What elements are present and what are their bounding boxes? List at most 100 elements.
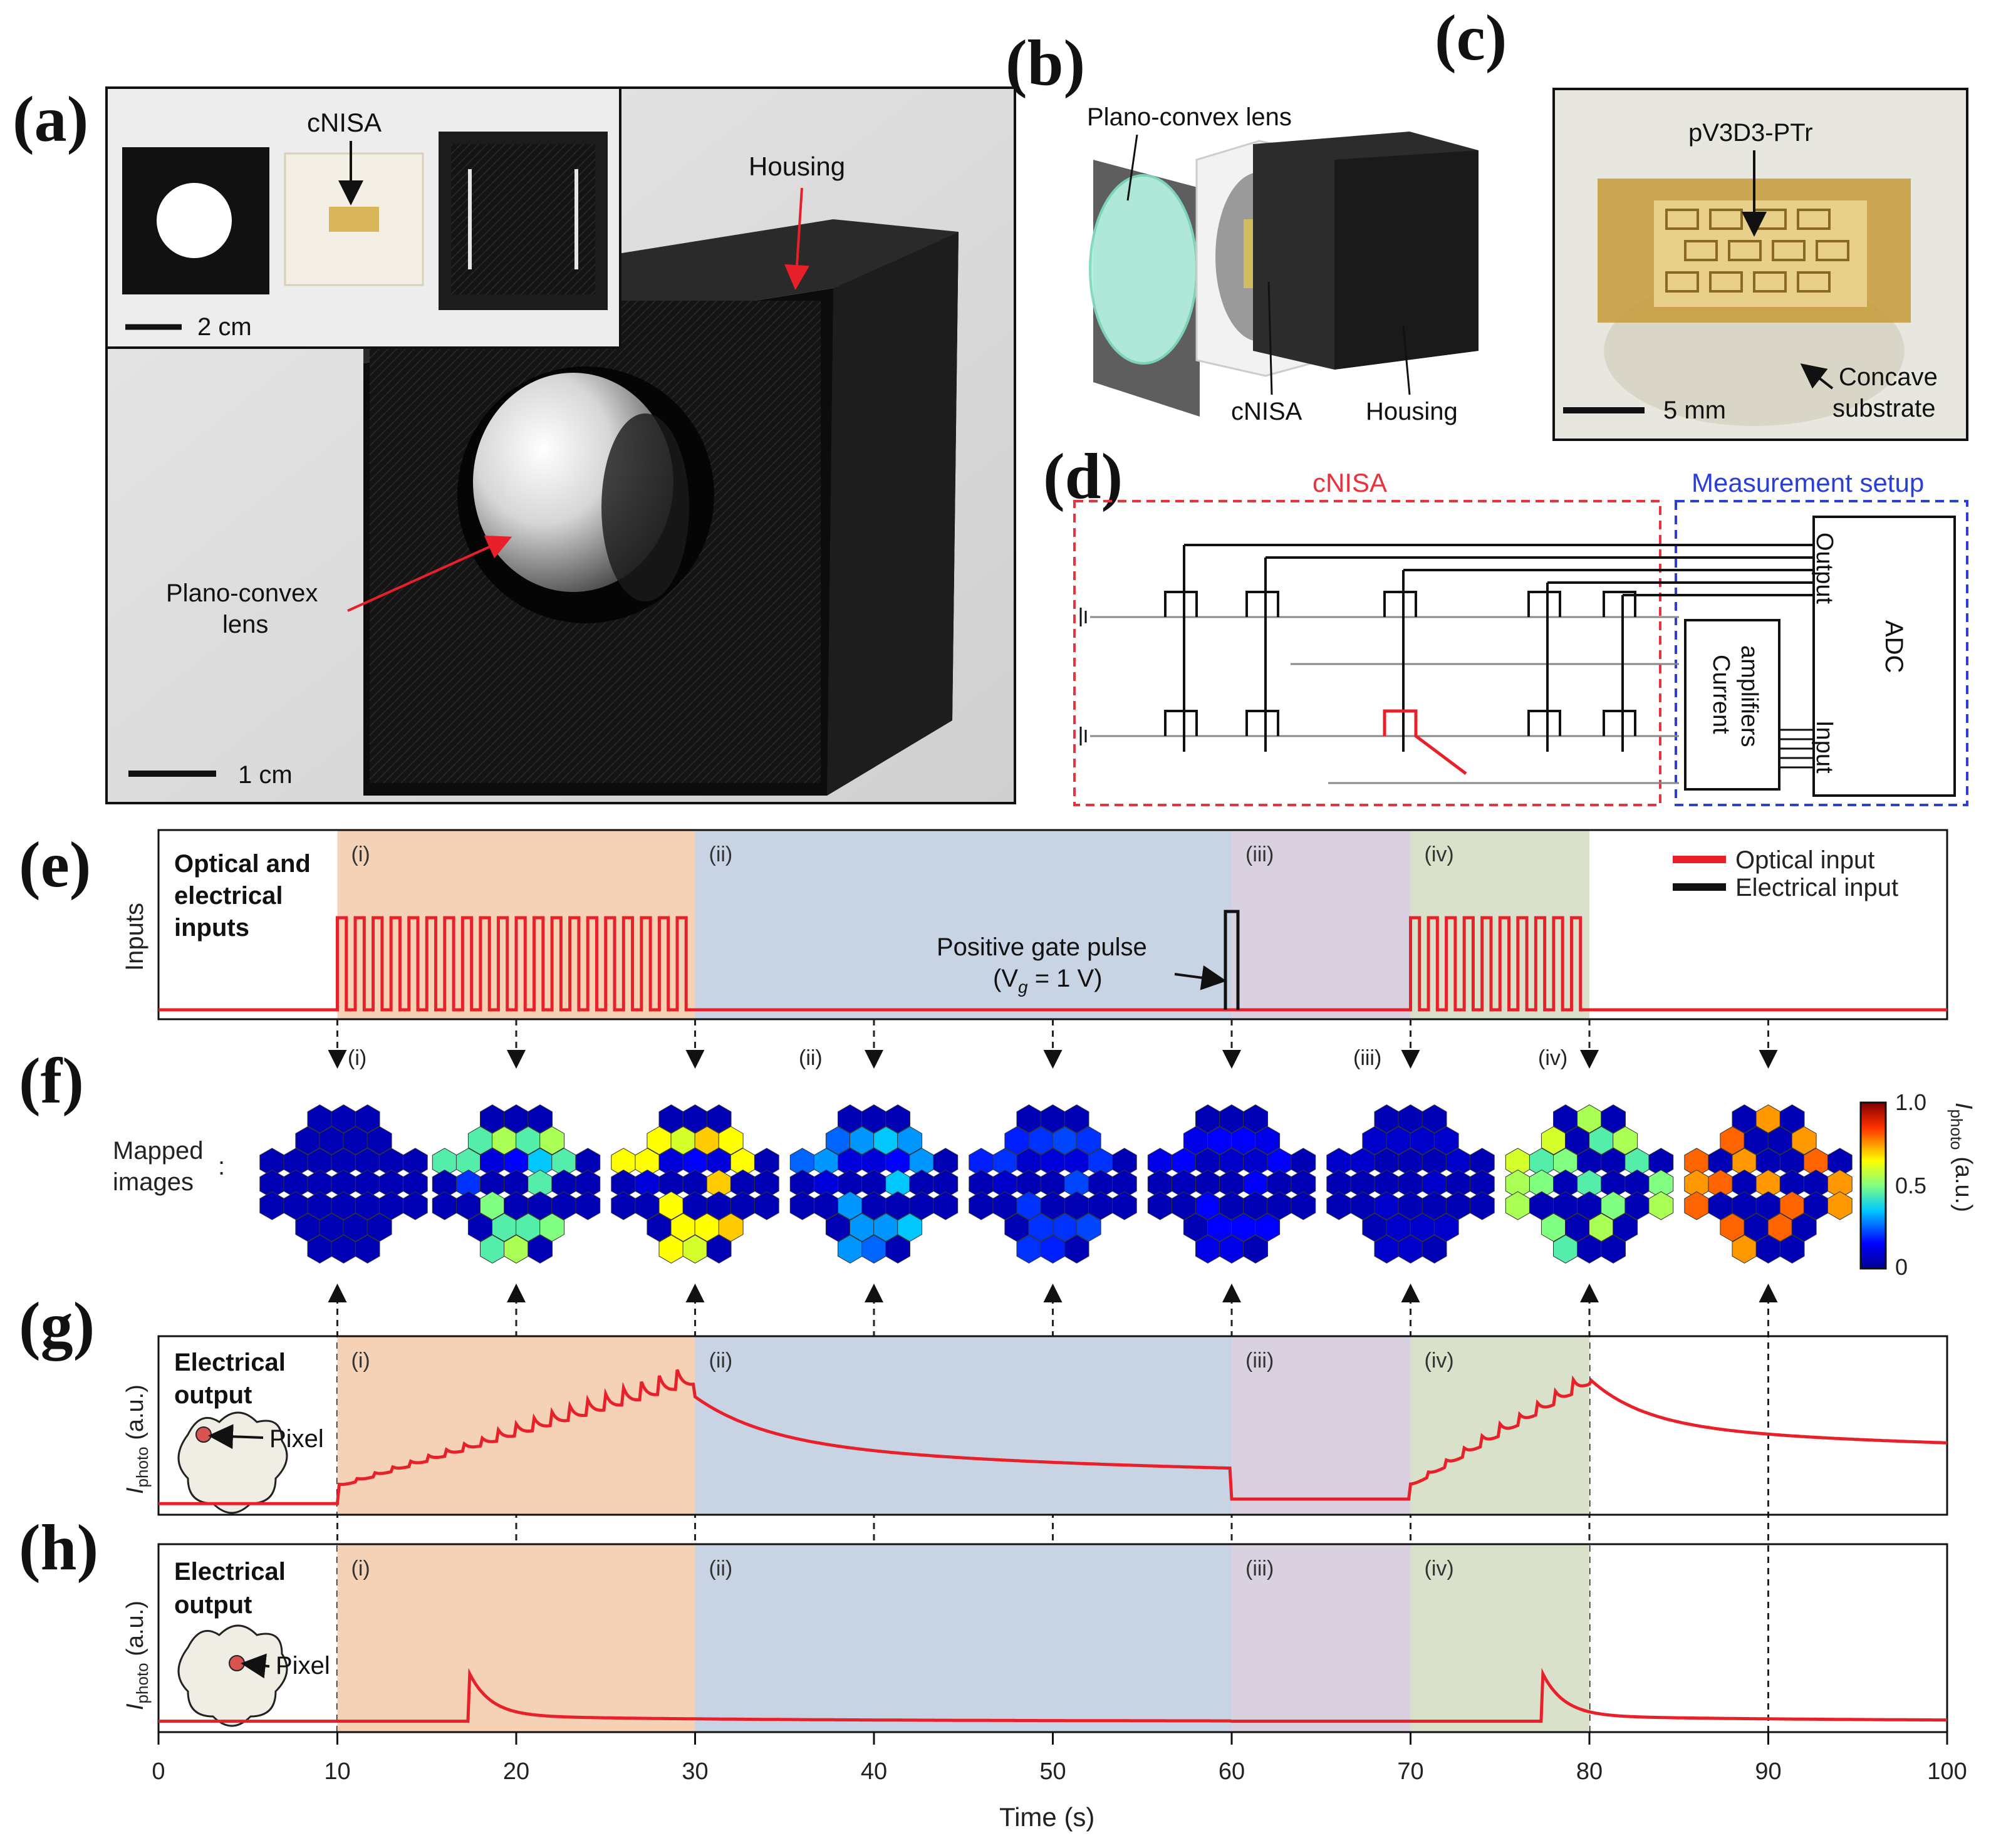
g-pixel-arrow (208, 1424, 264, 1450)
e-segment-label-2: (iii) (1245, 843, 1274, 866)
legend-optical-label: Optical input (1735, 846, 1874, 874)
hex-pixel (1291, 1148, 1316, 1177)
g-segment-bg-2 (1232, 1336, 1411, 1515)
hex-pixel (1684, 1191, 1710, 1220)
h-pixel-label: Pixel (276, 1652, 330, 1679)
g-segment-label-0: (i) (351, 1349, 370, 1373)
c-substrate-label-2: substrate (1832, 395, 1936, 422)
g-segment-label-2: (iii) (1245, 1349, 1274, 1373)
hex-map-6 (1326, 1104, 1495, 1264)
c-substrate-label-1: Concave (1839, 363, 1938, 391)
hex-pixel (1147, 1191, 1173, 1220)
amp-label-2: amplifiers (1736, 645, 1762, 747)
hex-pixel (402, 1170, 428, 1198)
hex-pixel (1779, 1234, 1805, 1264)
hex-pixel (1827, 1170, 1853, 1198)
hex-pixel (718, 1213, 744, 1242)
hex-pixel (1433, 1213, 1459, 1242)
camera-housing-photo (363, 219, 959, 796)
h-segment-label-1: (ii) (709, 1557, 733, 1581)
hex-pixel (933, 1170, 959, 1198)
e-ylabel: Inputs (121, 903, 148, 971)
hex-pixel (1255, 1126, 1281, 1155)
hex-map-8 (1684, 1104, 1853, 1264)
hex-pixel (754, 1148, 779, 1177)
g-segment-labels: (i) (ii) (iii) (iv) (351, 1349, 1454, 1373)
hex-pixel (402, 1191, 428, 1220)
panel-d: (d) cNISA Measurement setup (1043, 440, 1968, 806)
hex-pixel (1111, 1148, 1137, 1177)
hex-pixel (575, 1148, 601, 1177)
lens-label-a-1: Plano-convex (166, 579, 318, 607)
hex-pixel (885, 1234, 910, 1264)
b-lens-pointer (1126, 134, 1138, 201)
electrical-input-trace (1224, 910, 1240, 1010)
hex-pixel (432, 1191, 457, 1220)
hex-pixel (1291, 1191, 1316, 1220)
hex-pixel (1111, 1170, 1137, 1198)
x-tick-label-10: 100 (1927, 1758, 1967, 1785)
hex-pixel (355, 1104, 380, 1134)
colorbar-label: Iphoto (a.u.) (1947, 1103, 1977, 1212)
h-segment-bg-0 (337, 1544, 695, 1732)
f-snapshot-label-iv: (iv) (1538, 1046, 1567, 1070)
setup-dashed-box (1675, 500, 1968, 806)
e-title-1: Optical and (174, 850, 311, 878)
hex-pixel (1505, 1191, 1531, 1220)
g-pixel-label: Pixel (269, 1425, 324, 1453)
hex-pixel (1791, 1213, 1817, 1242)
h-segment-backgrounds (337, 1544, 1589, 1732)
g-title-1: Electrical (174, 1349, 286, 1376)
f-snapshot-label-ii: (ii) (799, 1046, 823, 1070)
amp-label-1: Current (1708, 655, 1734, 734)
h-segment-label-3: (iv) (1425, 1557, 1454, 1581)
hex-pixel (1064, 1104, 1089, 1134)
hex-map-3 (789, 1104, 959, 1264)
hex-pixel (1648, 1191, 1674, 1220)
time-marker-lines (328, 1019, 1778, 1732)
g-segment-bg-1 (695, 1336, 1232, 1515)
panel-g: (g) (i) (ii) (iii) (iv) Electrical output I… (19, 1289, 1948, 1516)
plano-convex-lens-3d (1089, 174, 1198, 365)
hex-pixel (366, 1126, 392, 1155)
x-axis-label: Time (s) (999, 1802, 1094, 1832)
hex-pixel (885, 1104, 910, 1134)
panel-label-h: (h) (19, 1512, 98, 1584)
hex-map-0 (259, 1104, 428, 1264)
inset-scale-label: 2 cm (197, 313, 252, 341)
g-plot-frame (157, 1335, 1948, 1516)
x-tick-label-0: 0 (152, 1758, 165, 1785)
hex-pixel (1326, 1191, 1352, 1220)
gate-pulse-arrow (1174, 965, 1227, 990)
g-pixel-marker (195, 1426, 212, 1443)
panel-e: (e) (i) (ii) (iii) (iv) Optical and electri… (19, 829, 1948, 1020)
hex-pixel (1469, 1148, 1495, 1177)
components-inset: cNISA 2 cm (105, 86, 621, 349)
hex-pixel (259, 1191, 285, 1220)
hex-pixel (1791, 1126, 1817, 1155)
gate-pulse-label-2: (Vg = 1 V) (993, 965, 1103, 997)
adc-box (1812, 516, 1956, 797)
d-cnisa-title: cNISA (1312, 468, 1387, 497)
panel-label-g: (g) (19, 1289, 95, 1361)
h-segment-labels: (i) (ii) (iii) (iv) (351, 1557, 1454, 1581)
hex-pixel (528, 1104, 553, 1134)
hex-pixel (1469, 1170, 1495, 1198)
h-segment-bg-1 (695, 1544, 1232, 1732)
hex-pixel (1433, 1126, 1459, 1155)
e-segment-bg-1 (695, 830, 1232, 1019)
b-lens-label: Plano-convex lens (1087, 103, 1292, 131)
current-amplifiers-box (1684, 619, 1780, 791)
adc-output-label: Output (1811, 532, 1837, 605)
legend-electrical-label: Electrical input (1735, 874, 1898, 901)
e-segment-label-0: (i) (351, 843, 370, 866)
x-tick-label-5: 50 (1039, 1758, 1066, 1785)
b-cnisa-pointer (1267, 281, 1273, 395)
h-segment-bg-2 (1232, 1544, 1411, 1732)
e-segment-label-1: (ii) (709, 843, 733, 866)
h-pixel-arrow (241, 1653, 270, 1679)
e-title-2: electrical (174, 882, 283, 910)
hex-pixel (1648, 1148, 1674, 1177)
lens-arrow-a (347, 535, 512, 612)
hex-pixel (1827, 1191, 1853, 1220)
